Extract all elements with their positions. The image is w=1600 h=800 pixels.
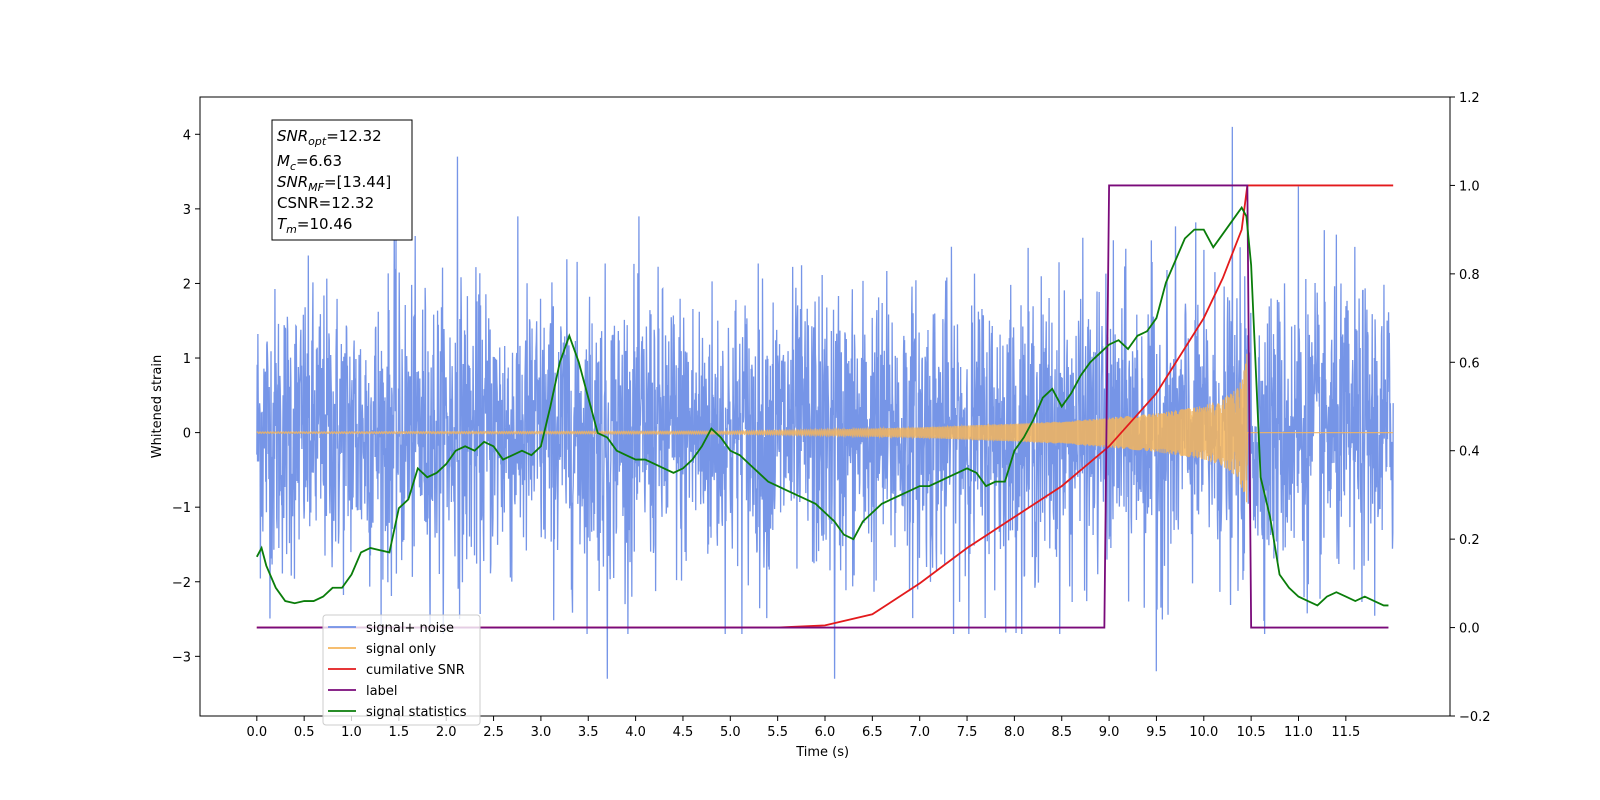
series-signal-statistics-line bbox=[256, 205, 1389, 607]
stats-subscript: m bbox=[286, 223, 297, 236]
x-tick-label: 2.5 bbox=[483, 725, 504, 740]
x-tick-label: 5.5 bbox=[767, 725, 788, 740]
y-tick-label: −2 bbox=[172, 576, 191, 591]
x-tick-label: 2.0 bbox=[436, 725, 457, 740]
x-tick-label: 6.5 bbox=[862, 725, 883, 740]
x-tick-label: 0.0 bbox=[246, 725, 267, 740]
y-tick-label: −3 bbox=[172, 650, 191, 665]
y2-tick-label: 0.2 bbox=[1459, 533, 1480, 548]
x-tick-label: 10.5 bbox=[1237, 725, 1266, 740]
stats-tm: Tm=10.46 bbox=[277, 215, 352, 236]
stats-value: =6.63 bbox=[296, 152, 342, 170]
stats-box: SNRopt=12.32Mc=6.63SNRMF=[13.44]CSNR=12.… bbox=[271, 119, 413, 241]
y2-tick-label: 1.0 bbox=[1459, 179, 1480, 194]
x-tick-label: 11.0 bbox=[1284, 725, 1313, 740]
stats-symbol: T bbox=[277, 215, 288, 233]
legend-label: label bbox=[366, 684, 397, 699]
x-tick-label: 7.5 bbox=[957, 725, 978, 740]
legend-label: signal statistics bbox=[366, 705, 467, 720]
y-tick-label: 0 bbox=[183, 427, 191, 442]
x-tick-label: 7.0 bbox=[909, 725, 930, 740]
y2-tick-label: 0.6 bbox=[1459, 356, 1480, 371]
x-tick-label: 3.0 bbox=[531, 725, 552, 740]
y2-tick-label: −0.2 bbox=[1459, 710, 1491, 725]
stats-value: =[13.44] bbox=[324, 173, 391, 191]
y-tick-label: 2 bbox=[183, 277, 191, 292]
y-axis-title: Whitened strain bbox=[150, 355, 165, 458]
stats-csnr: CSNR=12.32 bbox=[277, 194, 374, 212]
x-tick-label: 8.0 bbox=[1004, 725, 1025, 740]
x-tick-label: 1.0 bbox=[341, 725, 362, 740]
y2-tick-label: 0.8 bbox=[1459, 268, 1480, 283]
stats-snr-mf: SNRMF=[13.44] bbox=[277, 173, 391, 194]
y2-tick-label: 1.2 bbox=[1459, 91, 1480, 106]
legend: signal+ noise signal only cumilative SNR la… bbox=[322, 614, 481, 726]
axes: 0.0 0.5 1.0 1.5 2.0 2.5 3.0 3.5 4.0 4.5 5.0 5.5 6.0 6… bbox=[150, 91, 1491, 760]
x-tick-label: 9.0 bbox=[1099, 725, 1120, 740]
x-tick-label: 5.0 bbox=[720, 725, 741, 740]
y-tick-label: 4 bbox=[183, 128, 191, 143]
y-tick-label: 3 bbox=[183, 203, 191, 218]
series-signal-only-line bbox=[256, 353, 1394, 503]
legend-frame bbox=[322, 614, 481, 726]
x-tick-label: 1.5 bbox=[389, 725, 410, 740]
x-tick-label: 4.5 bbox=[673, 725, 694, 740]
x-tick-label: 4.0 bbox=[625, 725, 646, 740]
legend-label: signal only bbox=[366, 642, 436, 657]
x-tick-label: 0.5 bbox=[294, 725, 315, 740]
series-signal-noise-line bbox=[256, 126, 1394, 679]
stats-mc: Mc=6.63 bbox=[277, 152, 342, 173]
stats-box-frame bbox=[271, 119, 413, 241]
stats-subscript: c bbox=[290, 160, 296, 173]
legend-label: cumilative SNR bbox=[366, 663, 465, 678]
stats-symbol: SNR bbox=[277, 127, 308, 145]
stats-symbol: M bbox=[277, 152, 290, 170]
series-label-line bbox=[256, 184, 1389, 629]
x-tick-label: 3.5 bbox=[578, 725, 599, 740]
stats-subscript: MF bbox=[308, 181, 324, 194]
stats-value: =12.32 bbox=[326, 127, 382, 145]
stats-subscript: opt bbox=[308, 135, 327, 148]
y-tick-label: −1 bbox=[172, 501, 191, 516]
x-tick-label: 8.5 bbox=[1051, 725, 1072, 740]
y-tick-label: 1 bbox=[183, 352, 191, 367]
stats-snr-opt: SNRopt=12.32 bbox=[277, 127, 382, 148]
x-tick-label: 11.5 bbox=[1331, 725, 1360, 740]
plot-area bbox=[256, 126, 1394, 679]
x-tick-label: 9.5 bbox=[1146, 725, 1167, 740]
legend-label: signal+ noise bbox=[366, 621, 454, 636]
x-tick-label: 10.0 bbox=[1189, 725, 1218, 740]
x-axis-title: Time (s) bbox=[795, 745, 849, 760]
x-tick-label: 6.0 bbox=[815, 725, 836, 740]
y2-tick-label: 0.4 bbox=[1459, 445, 1480, 460]
series-cumilative-snr-line bbox=[256, 184, 1394, 629]
stats-symbol: SNR bbox=[277, 173, 308, 191]
stats-value: =10.46 bbox=[297, 215, 353, 233]
y2-tick-label: 0.0 bbox=[1459, 622, 1480, 637]
